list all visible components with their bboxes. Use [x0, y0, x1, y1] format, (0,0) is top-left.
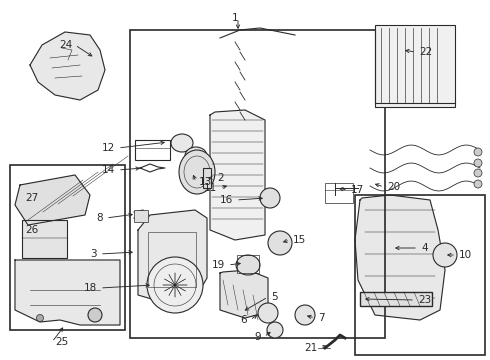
- Ellipse shape: [474, 148, 482, 156]
- Ellipse shape: [260, 188, 280, 208]
- Polygon shape: [210, 110, 265, 240]
- Bar: [360, 292, 432, 306]
- Text: 4: 4: [421, 243, 428, 253]
- Text: 14: 14: [102, 165, 115, 175]
- Text: 2: 2: [217, 173, 223, 183]
- Text: 21: 21: [304, 343, 317, 353]
- Ellipse shape: [474, 159, 482, 167]
- Bar: [130, 30, 385, 338]
- Ellipse shape: [185, 147, 207, 165]
- Polygon shape: [15, 175, 90, 225]
- Ellipse shape: [171, 134, 193, 152]
- Polygon shape: [15, 260, 120, 325]
- Text: 5: 5: [271, 292, 278, 302]
- Ellipse shape: [147, 257, 203, 313]
- Bar: [22, 220, 67, 258]
- Text: 13: 13: [199, 177, 212, 187]
- Text: 15: 15: [293, 235, 306, 245]
- Bar: [203, 168, 211, 188]
- Text: 24: 24: [59, 40, 72, 50]
- Text: 22: 22: [419, 47, 432, 57]
- Text: 27: 27: [25, 193, 38, 203]
- Text: 18: 18: [84, 283, 97, 293]
- Ellipse shape: [433, 243, 457, 267]
- Ellipse shape: [179, 150, 215, 194]
- Text: 25: 25: [55, 337, 68, 347]
- Text: 19: 19: [212, 260, 225, 270]
- Text: 11: 11: [204, 183, 217, 193]
- Text: 23: 23: [418, 295, 431, 305]
- Bar: [237, 255, 259, 273]
- Bar: [375, 25, 455, 107]
- Text: 9: 9: [254, 332, 261, 342]
- Text: 17: 17: [351, 185, 364, 195]
- Polygon shape: [355, 195, 445, 320]
- Text: 10: 10: [459, 250, 472, 260]
- Ellipse shape: [268, 231, 292, 255]
- Bar: [135, 140, 170, 160]
- Polygon shape: [220, 270, 268, 318]
- Text: 6: 6: [241, 315, 247, 325]
- Bar: [10, 165, 125, 330]
- Bar: [325, 183, 353, 203]
- Ellipse shape: [267, 322, 283, 338]
- Text: 3: 3: [90, 249, 97, 259]
- Polygon shape: [30, 32, 105, 100]
- Text: 7: 7: [318, 313, 325, 323]
- Ellipse shape: [236, 255, 260, 275]
- Bar: [355, 195, 485, 355]
- Ellipse shape: [36, 315, 44, 321]
- Text: 1: 1: [232, 13, 238, 23]
- Ellipse shape: [474, 180, 482, 188]
- Text: 12: 12: [102, 143, 115, 153]
- Polygon shape: [138, 210, 207, 300]
- Ellipse shape: [295, 305, 315, 325]
- Text: 26: 26: [25, 225, 38, 235]
- Bar: [148, 232, 196, 287]
- Ellipse shape: [258, 303, 278, 323]
- Text: 8: 8: [97, 213, 103, 223]
- Text: 16: 16: [220, 195, 233, 205]
- Ellipse shape: [88, 308, 102, 322]
- Ellipse shape: [474, 169, 482, 177]
- Text: 20: 20: [387, 182, 400, 192]
- Bar: [134, 210, 148, 222]
